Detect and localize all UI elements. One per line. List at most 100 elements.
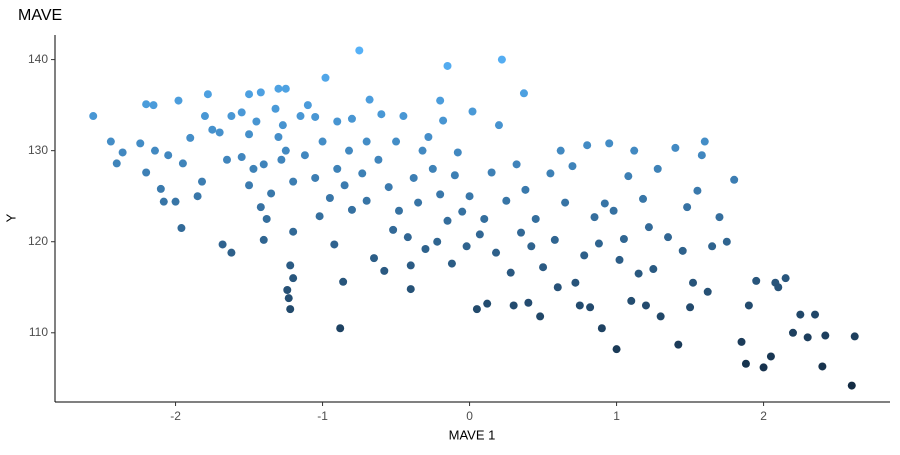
point: [262, 214, 271, 223]
point: [664, 233, 673, 242]
point: [237, 153, 246, 162]
point: [374, 155, 383, 164]
y-tick-label: 130: [28, 143, 48, 157]
x-tick-label: 0: [466, 409, 473, 423]
point: [418, 146, 427, 155]
point: [321, 73, 330, 82]
point: [384, 183, 393, 192]
point: [150, 146, 159, 155]
point: [506, 268, 515, 277]
point: [365, 95, 374, 104]
point: [370, 254, 379, 263]
point: [277, 155, 286, 164]
point: [424, 132, 433, 141]
point: [443, 61, 452, 70]
point: [847, 381, 856, 390]
point: [409, 173, 418, 182]
point: [583, 141, 592, 150]
y-tick-label: 140: [28, 52, 48, 66]
point: [531, 214, 540, 223]
point: [208, 125, 217, 134]
point: [177, 224, 186, 233]
point: [164, 151, 173, 160]
point: [788, 328, 797, 337]
point: [556, 146, 565, 155]
point: [414, 198, 423, 207]
point: [774, 283, 783, 292]
point: [203, 90, 212, 99]
point: [480, 214, 489, 223]
point: [289, 274, 298, 283]
x-tick-label: -2: [170, 409, 181, 423]
point: [222, 155, 231, 164]
point: [483, 299, 492, 308]
point: [333, 164, 342, 173]
point: [156, 184, 165, 193]
point: [730, 175, 739, 184]
point: [741, 359, 750, 368]
point: [612, 345, 621, 354]
point: [627, 296, 636, 305]
point: [286, 305, 295, 314]
point: [428, 164, 437, 173]
point: [278, 121, 287, 130]
point: [609, 206, 618, 215]
point: [546, 169, 555, 178]
point: [580, 251, 589, 260]
point: [700, 137, 709, 146]
point: [318, 137, 327, 146]
point: [571, 278, 580, 287]
point: [708, 242, 717, 251]
point: [256, 203, 265, 212]
point: [458, 207, 467, 216]
point: [615, 255, 624, 264]
point: [347, 114, 356, 123]
point: [347, 205, 356, 214]
point: [487, 168, 496, 177]
point: [624, 172, 633, 181]
point: [200, 112, 209, 121]
point: [227, 248, 236, 257]
point: [468, 107, 477, 116]
point: [362, 196, 371, 205]
point: [671, 143, 680, 152]
point: [136, 139, 145, 148]
x-axis-label: MAVE 1: [449, 427, 496, 442]
point: [311, 173, 320, 182]
point: [443, 216, 452, 225]
point: [249, 164, 258, 173]
point: [512, 160, 521, 169]
point: [744, 301, 753, 310]
point: [89, 112, 98, 121]
point: [737, 337, 746, 346]
point: [509, 301, 518, 310]
point: [722, 237, 731, 246]
point: [274, 84, 283, 93]
point: [553, 283, 562, 292]
point: [644, 223, 653, 232]
x-tick-label: 2: [760, 409, 767, 423]
point: [715, 213, 724, 222]
point: [683, 203, 692, 212]
chart-title: MAVE: [18, 7, 62, 24]
y-tick-label: 110: [29, 325, 48, 339]
point: [536, 312, 545, 321]
point: [252, 117, 261, 126]
point: [142, 168, 151, 177]
point: [634, 269, 643, 278]
point: [436, 190, 445, 199]
point: [568, 162, 577, 171]
point: [355, 46, 364, 55]
x-tick-label: 1: [613, 409, 620, 423]
point: [118, 148, 127, 157]
point: [527, 242, 536, 251]
point: [689, 278, 698, 287]
y-axis-label: Y: [3, 213, 18, 222]
point: [850, 332, 859, 341]
point: [472, 305, 481, 314]
point: [803, 333, 812, 342]
point: [821, 331, 830, 340]
point: [818, 362, 827, 371]
point: [494, 121, 503, 130]
